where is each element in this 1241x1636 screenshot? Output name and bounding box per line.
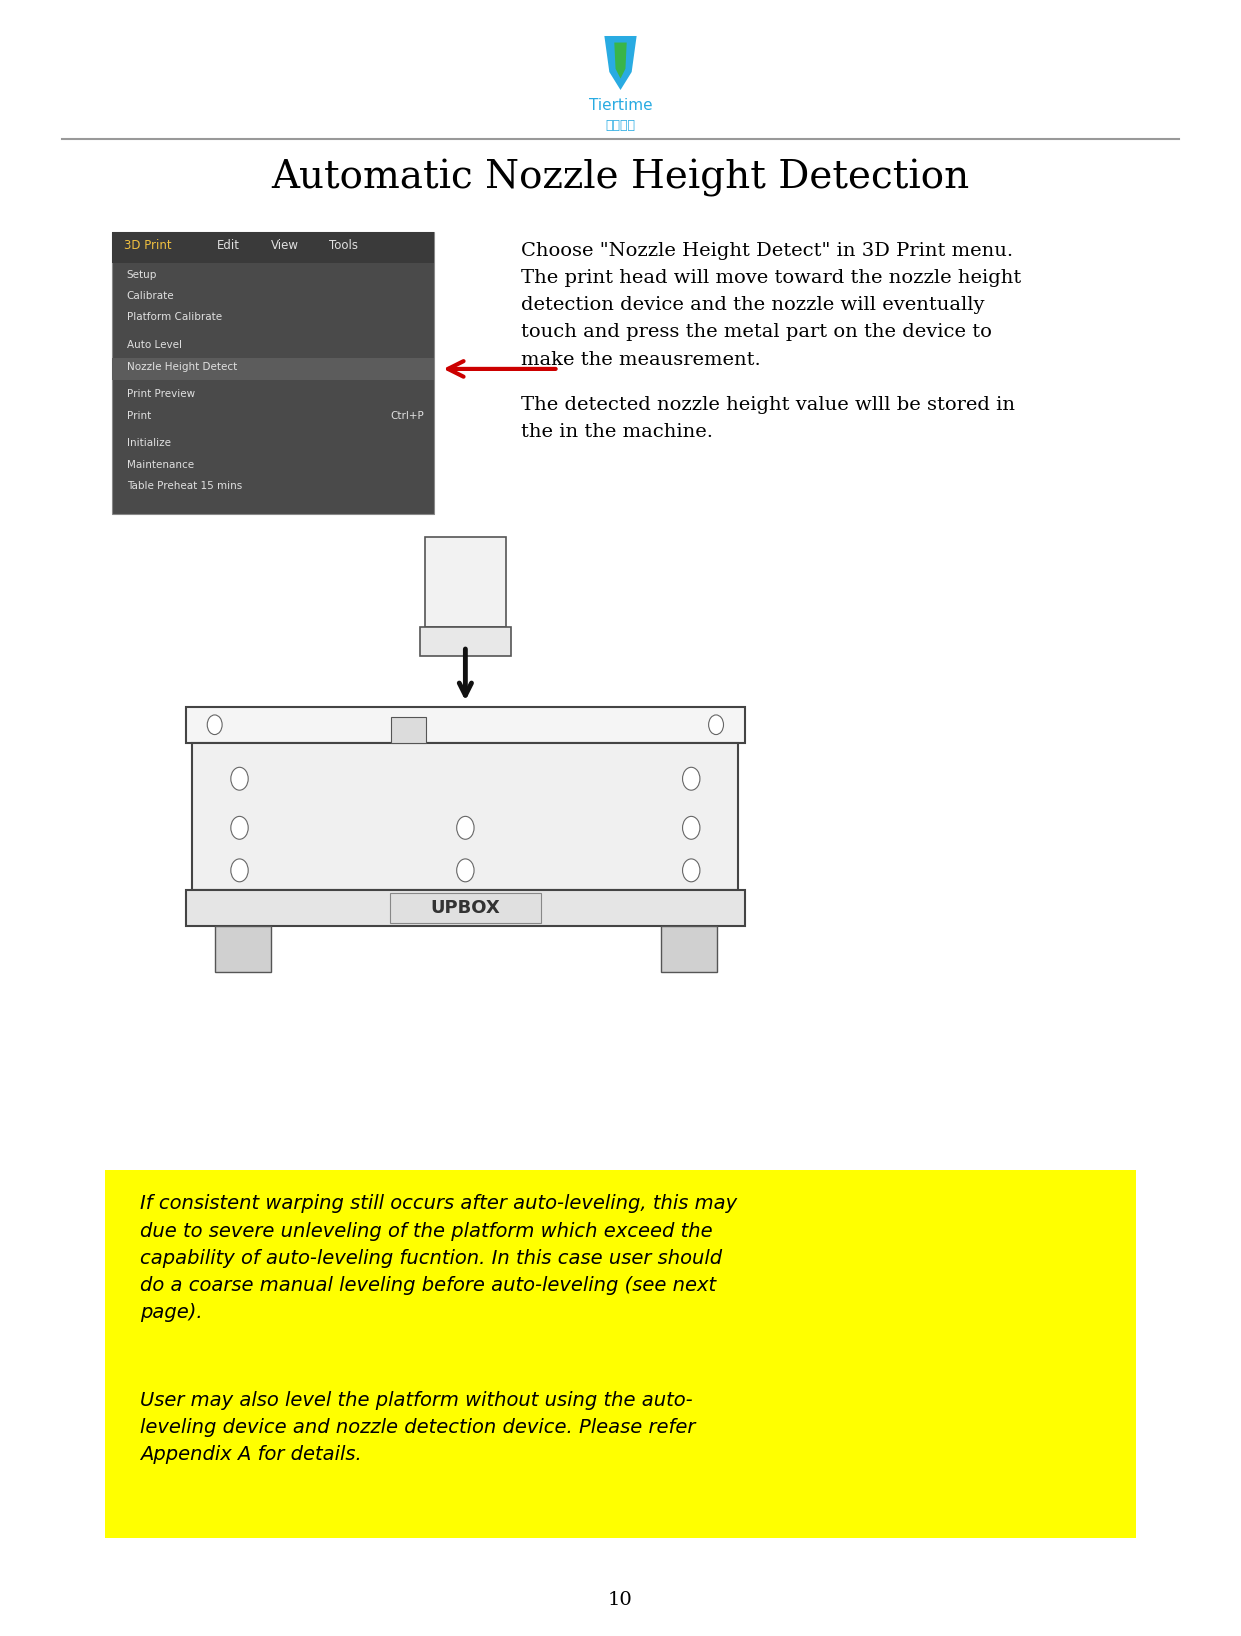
Text: Choose "Nozzle Height Detect" in 3D Print menu.
The print head will move toward : Choose "Nozzle Height Detect" in 3D Prin…	[521, 242, 1021, 368]
FancyBboxPatch shape	[661, 926, 717, 972]
Text: Nozzle Height Detect: Nozzle Height Detect	[127, 362, 237, 371]
Text: Table Preheat 15 mins: Table Preheat 15 mins	[127, 481, 242, 491]
Circle shape	[231, 767, 248, 790]
FancyBboxPatch shape	[391, 717, 426, 743]
Text: Print Preview: Print Preview	[127, 389, 195, 399]
FancyBboxPatch shape	[424, 537, 506, 627]
Text: Edit: Edit	[217, 239, 241, 252]
FancyBboxPatch shape	[105, 1170, 1136, 1538]
Circle shape	[457, 816, 474, 839]
FancyBboxPatch shape	[112, 232, 434, 263]
FancyBboxPatch shape	[186, 890, 745, 926]
FancyBboxPatch shape	[390, 893, 541, 923]
Text: Calibrate: Calibrate	[127, 291, 174, 301]
Circle shape	[457, 859, 474, 882]
Text: Tiertime: Tiertime	[588, 98, 653, 113]
FancyBboxPatch shape	[215, 926, 271, 972]
Circle shape	[231, 859, 248, 882]
Text: UPBOX: UPBOX	[431, 898, 500, 918]
Text: Initialize: Initialize	[127, 438, 170, 448]
Circle shape	[683, 816, 700, 839]
Text: 10: 10	[608, 1590, 633, 1610]
FancyBboxPatch shape	[186, 707, 745, 743]
Text: Platform Calibrate: Platform Calibrate	[127, 312, 222, 322]
Text: If consistent warping still occurs after auto-leveling, this may
due to severe u: If consistent warping still occurs after…	[140, 1194, 737, 1322]
FancyBboxPatch shape	[112, 358, 434, 380]
Polygon shape	[604, 36, 637, 90]
Text: Ctrl+P: Ctrl+P	[391, 411, 424, 420]
Text: View: View	[271, 239, 299, 252]
Circle shape	[683, 767, 700, 790]
Text: Tools: Tools	[329, 239, 357, 252]
Text: Print: Print	[127, 411, 151, 420]
Text: The detected nozzle height value wlll be stored in
the in the machine.: The detected nozzle height value wlll be…	[521, 396, 1015, 442]
Text: Auto Level: Auto Level	[127, 340, 181, 350]
FancyBboxPatch shape	[112, 232, 434, 514]
Text: Automatic Nozzle Height Detection: Automatic Nozzle Height Detection	[272, 159, 969, 196]
Text: Setup: Setup	[127, 270, 156, 280]
Text: Maintenance: Maintenance	[127, 460, 194, 470]
FancyBboxPatch shape	[419, 627, 511, 656]
Text: 3D Print: 3D Print	[124, 239, 171, 252]
FancyBboxPatch shape	[192, 743, 738, 890]
Text: 太尔时代: 太尔时代	[606, 119, 635, 133]
Circle shape	[683, 859, 700, 882]
Circle shape	[231, 816, 248, 839]
Polygon shape	[614, 43, 627, 79]
Circle shape	[709, 715, 724, 735]
Text: User may also level the platform without using the auto-
leveling device and noz: User may also level the platform without…	[140, 1391, 696, 1464]
Circle shape	[207, 715, 222, 735]
